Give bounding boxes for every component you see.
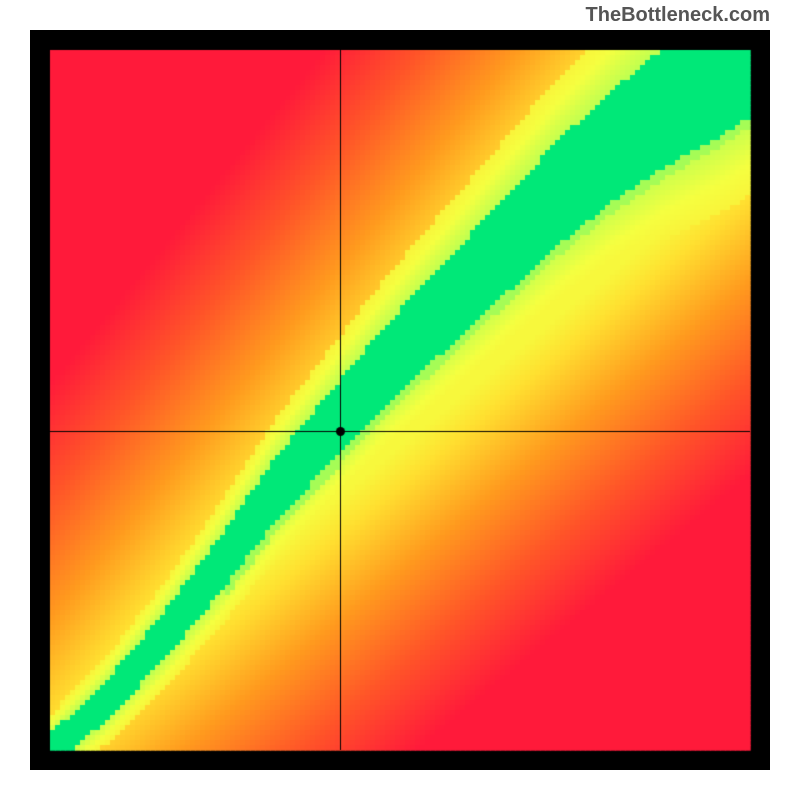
watermark-text: TheBottleneck.com (586, 4, 770, 27)
heatmap-canvas (30, 30, 770, 770)
plot-frame (30, 30, 770, 770)
chart-container: TheBottleneck.com (0, 0, 800, 800)
